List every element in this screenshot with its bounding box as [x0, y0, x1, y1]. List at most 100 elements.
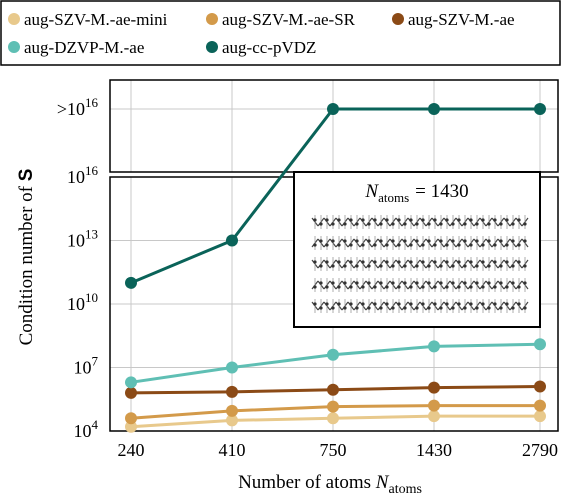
molecule-atom	[313, 218, 317, 222]
molecule-atom	[385, 243, 389, 247]
molecule-atom	[361, 243, 365, 247]
molecule-atom	[325, 302, 329, 306]
molecule-atom	[343, 281, 347, 285]
molecule-atom	[385, 302, 389, 306]
molecule-atom	[475, 306, 479, 310]
molecule-atom	[433, 285, 437, 289]
molecule-atom	[517, 302, 521, 306]
top-panel-frame	[109, 79, 559, 173]
molecule-atom	[331, 239, 335, 243]
molecule-atom	[403, 239, 407, 243]
molecule-atom	[397, 260, 401, 264]
x-axis-label-text: Number of atoms	[238, 472, 376, 493]
molecule-atom	[487, 264, 491, 268]
molecule-atom	[337, 285, 341, 289]
molecule-atom	[421, 243, 425, 247]
molecule-atom	[445, 285, 449, 289]
molecule-atom	[511, 264, 515, 268]
molecule-atom	[391, 281, 395, 285]
data-point	[125, 376, 137, 389]
legend-marker	[8, 13, 20, 25]
molecule-atom	[493, 218, 497, 222]
inset-title-n: N	[364, 181, 379, 202]
molecule-atom	[373, 285, 377, 289]
molecule-atom	[427, 264, 431, 268]
molecule-atom	[349, 302, 353, 306]
molecule-atom	[481, 218, 485, 222]
data-point	[534, 399, 546, 412]
data-point	[428, 381, 440, 394]
molecule-atom	[487, 281, 491, 285]
molecule-atom	[481, 243, 485, 247]
molecule-atom	[523, 222, 527, 226]
molecule-atom	[331, 264, 335, 268]
y-tick-label: 107	[74, 354, 99, 378]
molecule-atom	[463, 239, 467, 243]
x-axis-label: Number of atoms Natoms	[238, 472, 422, 497]
molecule-atom	[433, 243, 437, 247]
molecule-atom	[499, 222, 503, 226]
series-aug-SZV-M.-ae-SR	[125, 399, 546, 425]
inset: Natoms = 1430	[293, 171, 541, 328]
molecule-atom	[505, 218, 509, 222]
molecule-atom	[331, 306, 335, 310]
molecule-atom	[361, 218, 365, 222]
data-point	[428, 103, 440, 115]
molecule-atom	[391, 239, 395, 243]
molecule-atom	[415, 222, 419, 226]
inset-title: Natoms = 1430	[364, 181, 468, 205]
molecule-atom	[415, 239, 419, 243]
molecule-atom	[373, 302, 377, 306]
x-tick-label: 750	[320, 440, 347, 460]
molecule-atom	[409, 260, 413, 264]
legend-marker	[8, 41, 20, 53]
molecule-atom	[493, 285, 497, 289]
molecule-atom	[463, 281, 467, 285]
legend: aug-SZV-M.-ae-mini aug-SZV-M.-ae-SR aug-SZ…	[0, 0, 561, 66]
molecule-atom	[409, 243, 413, 247]
molecule-atom	[391, 306, 395, 310]
molecule-atom	[325, 218, 329, 222]
legend-item: aug-SZV-M.-ae-SR	[206, 10, 356, 29]
data-point	[226, 414, 238, 427]
molecule-atom	[379, 239, 383, 243]
molecule-atom	[439, 281, 443, 285]
molecule-atom	[451, 264, 455, 268]
molecule-atom	[457, 218, 461, 222]
molecule-atom	[517, 243, 521, 247]
data-point	[534, 338, 546, 351]
molecule-atom	[313, 302, 317, 306]
data-point	[125, 420, 137, 433]
molecule-atom	[385, 285, 389, 289]
molecule-atom	[493, 302, 497, 306]
molecule-atom	[475, 264, 479, 268]
molecule-atom	[379, 306, 383, 310]
molecule-atom	[385, 260, 389, 264]
molecule-atom	[409, 218, 413, 222]
data-point	[226, 404, 238, 417]
molecule-atom	[349, 218, 353, 222]
molecule-atom	[457, 285, 461, 289]
molecule-atom	[469, 302, 473, 306]
data-point	[226, 361, 238, 374]
y-tick-label: 1016	[67, 163, 99, 187]
legend-label: aug-cc-pVDZ	[222, 38, 316, 57]
molecule-atom	[361, 260, 365, 264]
molecule-atom	[361, 302, 365, 306]
legend-items: aug-SZV-M.-ae-mini aug-SZV-M.-ae-SR aug-SZ…	[8, 10, 515, 57]
molecule-atom	[367, 222, 371, 226]
molecule-atom	[355, 306, 359, 310]
molecule-atom	[487, 222, 491, 226]
molecule-atom	[367, 264, 371, 268]
legend-marker	[392, 13, 404, 25]
molecule-atom	[337, 260, 341, 264]
y-axis-label-text: Condition number of	[16, 181, 37, 345]
molecule-atom	[397, 302, 401, 306]
molecule-atom	[517, 218, 521, 222]
molecule-atom	[445, 302, 449, 306]
legend-item: aug-DZVP-M.-ae	[8, 38, 144, 57]
molecule-atom	[349, 260, 353, 264]
molecule-atom	[481, 285, 485, 289]
molecule-atom	[511, 239, 515, 243]
molecule-atom	[337, 302, 341, 306]
